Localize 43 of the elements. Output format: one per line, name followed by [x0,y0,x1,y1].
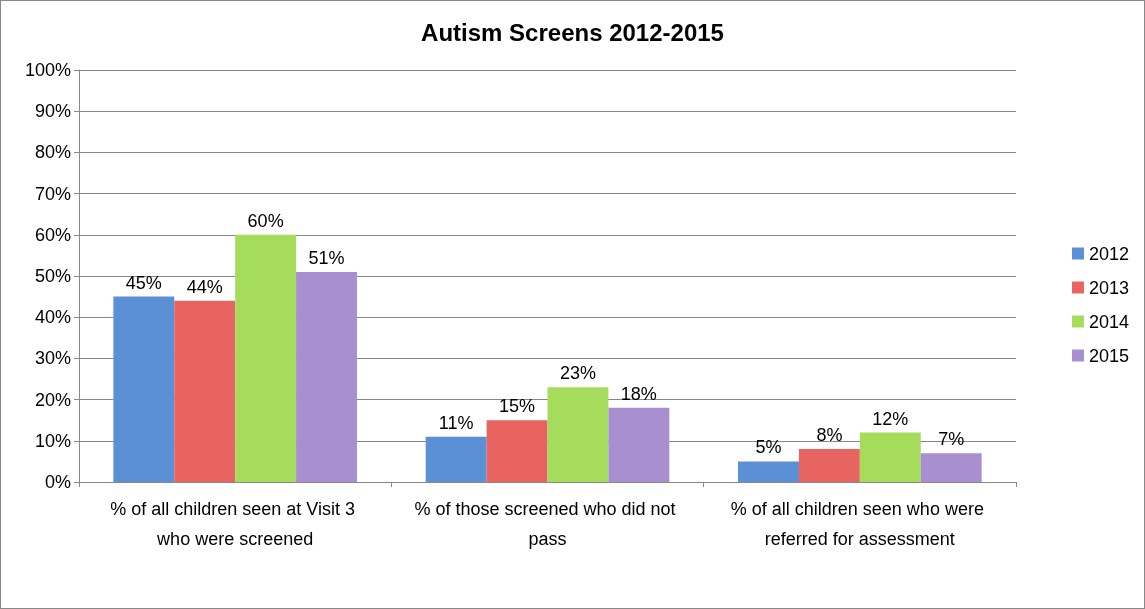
y-tick-label: 70% [34,183,71,204]
bar [738,461,799,482]
bar [920,453,982,482]
legend-label: 2014 [1088,311,1129,332]
data-label: 18% [620,383,657,404]
y-tick-label: 10% [34,430,71,451]
legend-label: 2012 [1088,243,1129,264]
bar [547,387,609,482]
data-label: 7% [938,429,965,450]
data-label: 11% [438,412,474,433]
bar [235,234,297,482]
y-tick-label: 80% [34,142,71,163]
y-tick-label: 20% [34,389,71,410]
data-label: 15% [499,396,536,417]
bar [859,432,921,482]
y-tick-label: 60% [34,224,71,245]
bar [296,271,357,482]
data-label: 23% [559,363,596,384]
bar [486,420,548,482]
bar [174,300,236,482]
y-tick-label: 30% [34,348,71,369]
y-tick-label: 100% [24,60,71,80]
x-tick-label: % of all children seen at Visit 3 who were screened [110,499,361,549]
data-label: 51% [308,247,345,268]
y-tick-label: 90% [34,101,71,122]
y-tick-label: 0% [44,472,71,492]
bar [608,407,670,482]
x-tick-label: % of all children seen who were referred for assessment [730,499,989,549]
data-label: 60% [247,210,284,231]
bar [113,296,175,482]
data-label: 12% [872,408,909,429]
legend-label: 2015 [1088,345,1129,366]
bar [425,436,487,482]
data-label: 8% [816,425,843,446]
data-label: 45% [125,272,162,293]
y-tick-label: 40% [34,307,71,328]
data-label: 5% [755,437,782,458]
bar [798,449,860,482]
chart-title: Autism Screens 2012-2015 [421,18,724,46]
data-label: 44% [186,276,223,297]
y-tick-label: 50% [34,266,71,286]
legend-label: 2013 [1088,277,1129,298]
x-tick-label: % of those screened who did not pass [414,499,681,549]
